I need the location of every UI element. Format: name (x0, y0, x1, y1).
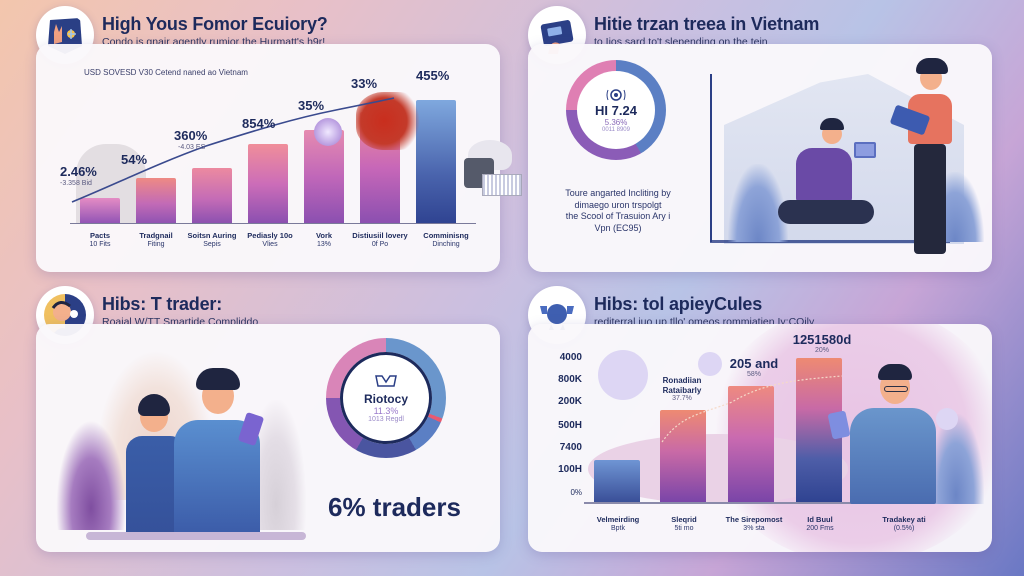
axis-line (710, 74, 712, 242)
category-label: Tradakey ati (0.5%) (882, 515, 926, 532)
chart-card-bottom-right: 4000 800K 200K 500H 7400 100H 0% Ronadii… (528, 324, 992, 552)
couple-illustration (56, 340, 316, 540)
category-label: The Sirepomost 3% sta (725, 515, 783, 532)
category-label: Comminisng Dinching (423, 231, 469, 248)
world-map-icon (356, 92, 426, 150)
value-label: 1251580d 20% (792, 332, 852, 354)
donut-value: 5.36% (604, 118, 628, 127)
panel-title: High Yous Fomor Ecuiory? (102, 14, 328, 34)
bar-3 (728, 386, 774, 502)
value-note: -3.358 Bid (60, 180, 92, 187)
category-label: Id Buul 200 Fms (806, 515, 834, 532)
axis-baseline (584, 502, 924, 504)
bar-4 (248, 144, 288, 224)
category-label: Sleqrid 5ti mo (671, 515, 697, 532)
bar-1 (594, 460, 640, 502)
laptop-illustration (462, 140, 522, 198)
globe-icon (314, 118, 342, 146)
panel-title: Hibs: T trader: (102, 294, 223, 314)
glasses-icon (884, 386, 908, 392)
handshake-icon (375, 374, 397, 387)
panel-header-bottom-left: Hibs: T trader: Roaial W/TT Smartide Com… (36, 286, 258, 344)
bar-3 (192, 168, 232, 224)
info-card-bottom-left: Riotocy 11.3% 1013 Regdl 6% traders (36, 324, 500, 552)
man-illustration (824, 364, 984, 514)
big-stat: 6% traders (328, 492, 461, 522)
value-label: 205 and 58% (729, 356, 779, 378)
phone-icon (827, 410, 851, 440)
value-label: 54% (121, 152, 148, 167)
plant-icon (728, 164, 788, 242)
info-card-top-right: HI 7.24 5.36% 0011 8909 Toure angarted I… (528, 44, 992, 272)
category-label: Soitsn Auring Sepis (187, 231, 237, 248)
value-label: 455% (416, 68, 450, 83)
chart-card-top-left: USD SOVESD V30 Cetend naned ao Vietnam 2… (36, 44, 500, 272)
donut-sub: 1013 Regdl (368, 415, 404, 423)
value-label: Ronadiian Rataibarly 37.7% (662, 376, 702, 403)
donut-title: Riotocy (363, 391, 408, 406)
value-label: 360% (174, 128, 208, 143)
plant-icon (56, 420, 126, 530)
target-icon (606, 89, 626, 101)
tablet-icon (854, 142, 876, 158)
panel-title: Hitie trzan treea in Vietnam (594, 14, 820, 34)
donut-value: 11.3% (373, 405, 399, 416)
background-blob (598, 350, 648, 400)
bar-chart (56, 84, 476, 224)
trend-line (71, 97, 395, 203)
value-label: 35% (298, 98, 325, 113)
category-label: Pediasly 10o Vlies (247, 231, 293, 248)
value-note: -4.03 ES (178, 144, 206, 151)
category-label: Pacts 10 Fits (89, 231, 111, 248)
bar-2 (660, 410, 706, 502)
panel-title: Hibs: tol apieyCules (594, 294, 763, 314)
axis-baseline (70, 222, 476, 224)
donut-chart: HI 7.24 5.36% 0011 8909 (566, 60, 666, 160)
y-axis: 4000 800K 200K 500H 7400 100H 0% (558, 352, 582, 497)
category-label: Vork 13% (315, 231, 333, 248)
value-label: 2.46% (60, 164, 97, 179)
donut-caption: Toure angarted Incliting by dimaego uron… (565, 188, 671, 234)
donut-title: HI 7.24 (595, 103, 637, 118)
category-label: Distiusiil lovery 0f Po (352, 231, 408, 248)
category-label: Tradgnail Fiting (139, 231, 173, 248)
people-illustration (704, 54, 988, 264)
bar-1 (80, 198, 120, 224)
donut-sub: 0011 8909 (602, 127, 630, 133)
value-label: 854% (242, 116, 276, 131)
bar-2 (136, 178, 176, 224)
chart-caption: USD SOVESD V30 Cetend naned ao Vietnam (84, 68, 248, 77)
trend-line (661, 375, 843, 443)
category-label: Velmeirding Bptk (596, 515, 640, 532)
background-blob (698, 352, 722, 376)
donut-chart: Riotocy 11.3% 1013 Regdl (326, 338, 446, 458)
value-label: 33% (351, 76, 378, 91)
plant-icon (928, 414, 984, 504)
